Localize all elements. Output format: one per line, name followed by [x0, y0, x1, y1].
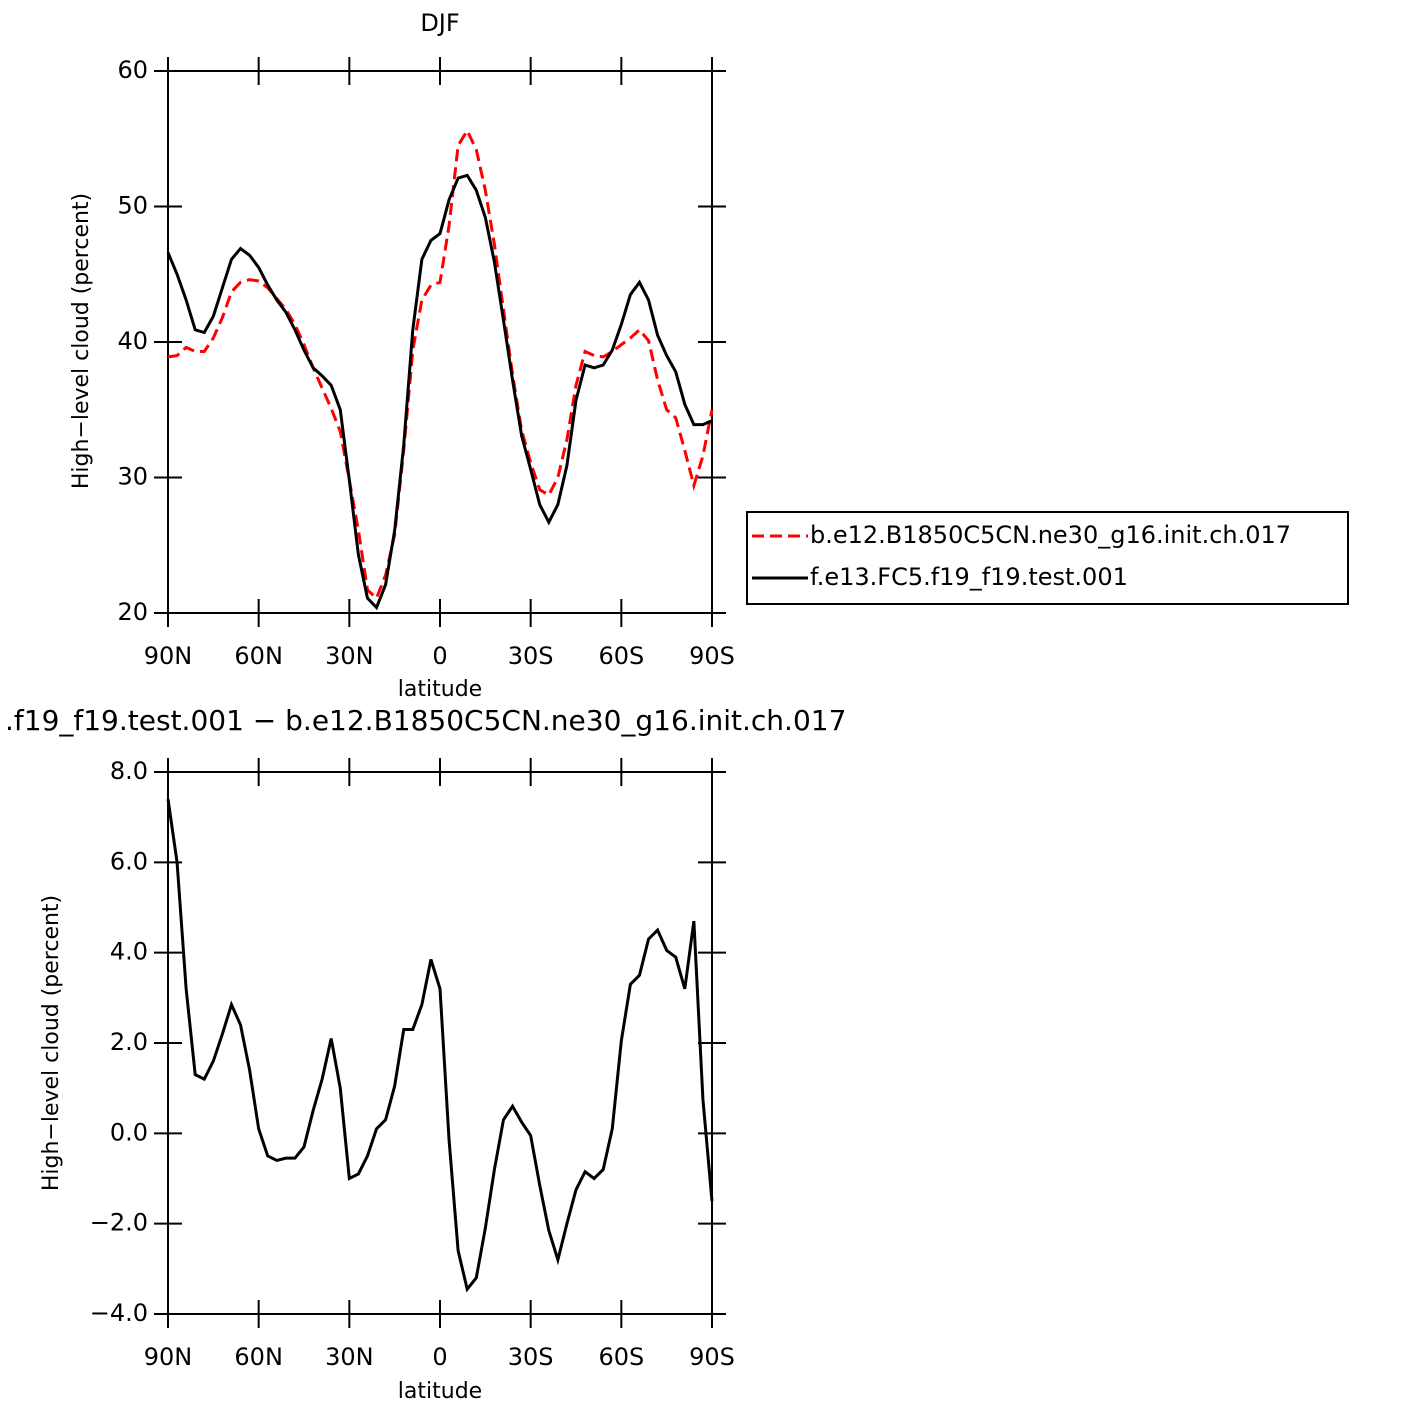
- y-tick-label: −4.0: [90, 1299, 148, 1327]
- x-tick-label: 60S: [598, 642, 644, 670]
- y-tick-label: 8.0: [110, 757, 148, 785]
- y-tick-label: 4.0: [110, 938, 148, 966]
- x-tick-label: 60N: [234, 1343, 283, 1371]
- y-tick-label: −2.0: [90, 1209, 148, 1237]
- legend-label: f.e13.FC5.f19_f19.test.001: [810, 563, 1128, 591]
- x-tick-label: 30S: [508, 1343, 554, 1371]
- x-tick-label: 60S: [598, 1343, 644, 1371]
- y-tick-label: 20: [117, 598, 148, 626]
- data-line: [166, 798, 714, 1293]
- y-axis-label: High−level cloud (percent): [69, 193, 94, 489]
- data-line: [166, 173, 713, 611]
- x-axis-label: latitude: [398, 1379, 482, 1404]
- x-tick-label: 90S: [689, 1343, 735, 1371]
- legend-box: [746, 511, 1349, 605]
- y-tick-label: 50: [117, 192, 148, 220]
- x-tick-label: 0: [432, 642, 447, 670]
- legend-label: b.e12.B1850C5CN.ne30_g16.init.ch.017: [810, 521, 1291, 549]
- y-tick-label: 2.0: [110, 1028, 148, 1056]
- plot-frame: [167, 771, 713, 1315]
- x-tick-label: 0: [432, 1343, 447, 1371]
- plot-frame: [167, 70, 713, 614]
- x-tick-label: 30S: [508, 642, 554, 670]
- y-tick-label: 30: [117, 463, 148, 491]
- y-tick-label: 60: [117, 56, 148, 84]
- y-tick-label: 6.0: [110, 847, 148, 875]
- x-tick-label: 30N: [325, 642, 374, 670]
- x-tick-label: 90N: [144, 642, 193, 670]
- x-tick-label: 60N: [234, 642, 283, 670]
- y-tick-label: 40: [117, 327, 148, 355]
- x-axis-label: latitude: [398, 677, 482, 702]
- y-axis-label: High−level cloud (percent): [39, 895, 64, 1191]
- x-tick-label: 90N: [144, 1343, 193, 1371]
- x-tick-label: 90S: [689, 642, 735, 670]
- data-line: [167, 127, 714, 601]
- y-tick-label: 0.0: [110, 1118, 148, 1146]
- x-tick-label: 30N: [325, 1343, 374, 1371]
- chart-title: DJF: [420, 9, 459, 37]
- chart-title: .f19_f19.test.001 − b.e12.B1850C5CN.ne30…: [5, 704, 846, 737]
